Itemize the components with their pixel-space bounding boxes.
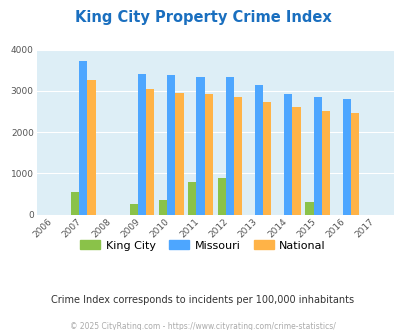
Text: Crime Index corresponds to incidents per 100,000 inhabitants: Crime Index corresponds to incidents per…	[51, 295, 354, 305]
Bar	[342, 99, 350, 214]
Bar	[254, 84, 262, 214]
Bar	[196, 77, 204, 214]
Bar	[313, 96, 321, 214]
Bar	[350, 113, 358, 214]
Bar	[146, 89, 154, 214]
Bar	[217, 178, 225, 214]
Bar	[87, 80, 96, 214]
Bar	[79, 61, 87, 214]
Bar	[262, 102, 271, 214]
Bar	[225, 77, 233, 214]
Text: King City Property Crime Index: King City Property Crime Index	[75, 10, 330, 25]
Bar	[284, 94, 292, 214]
Legend: King City, Missouri, National: King City, Missouri, National	[75, 236, 330, 255]
Bar	[159, 200, 167, 214]
Bar	[129, 204, 138, 214]
Bar	[71, 192, 79, 214]
Bar	[138, 74, 146, 215]
Bar	[305, 202, 313, 214]
Bar	[167, 76, 175, 214]
Text: © 2025 CityRating.com - https://www.cityrating.com/crime-statistics/: © 2025 CityRating.com - https://www.city…	[70, 322, 335, 330]
Bar	[188, 182, 196, 214]
Bar	[292, 107, 300, 214]
Bar	[175, 93, 183, 214]
Bar	[204, 94, 212, 214]
Bar	[233, 96, 241, 214]
Bar	[321, 111, 329, 214]
